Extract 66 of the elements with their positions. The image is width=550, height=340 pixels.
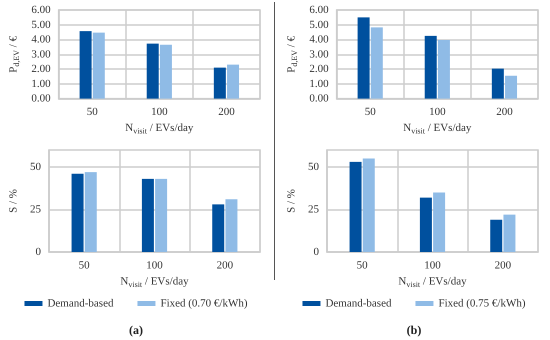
y-axis-title: Pd,EV / € <box>286 35 299 73</box>
bar <box>350 162 362 252</box>
y-tick-label: 5.00 <box>309 18 330 31</box>
y-tick-label: 5.00 <box>31 18 52 31</box>
bar <box>438 40 450 99</box>
y-tick-label: 25 <box>308 204 320 216</box>
y-axis-title: S / % <box>286 189 298 213</box>
bar <box>505 76 518 99</box>
bar <box>420 198 432 252</box>
legend-label: Fixed (0.70 €/kWh) <box>160 298 248 310</box>
bar <box>358 17 370 99</box>
bar <box>227 64 240 99</box>
x-tick-label: 50 <box>86 106 98 118</box>
legend-label: Fixed (0.75 €/kWh) <box>438 298 526 310</box>
bar <box>424 36 437 99</box>
bar <box>92 32 105 99</box>
legend-label: Demand-based <box>325 298 392 310</box>
y-axis-title: Pd,EV / € <box>8 35 21 73</box>
x-tick-label: 50 <box>364 106 376 118</box>
bar <box>490 220 502 252</box>
y-tick-label: 25 <box>30 204 42 216</box>
legend-label: Demand-based <box>47 298 114 310</box>
y-tick-label: 2.00 <box>31 63 52 76</box>
bar <box>160 44 172 99</box>
bar <box>84 172 97 252</box>
bar <box>72 174 84 252</box>
bar <box>225 199 238 252</box>
x-tick-label: 100 <box>146 260 164 272</box>
y-tick-label: 0.00 <box>31 92 52 105</box>
x-tick-label: 50 <box>78 260 90 272</box>
y-tick-label: 0 <box>314 246 320 258</box>
y-tick-label: 50 <box>308 161 320 173</box>
bar <box>492 68 504 99</box>
x-tick-label: 200 <box>216 260 234 272</box>
x-tick-label: 100 <box>151 106 168 118</box>
x-tick-label: 100 <box>429 106 446 118</box>
x-tick-label: 200 <box>496 106 514 118</box>
y-axis-title: S / % <box>8 189 20 213</box>
x-tick-label: 100 <box>424 260 442 272</box>
bar <box>212 204 224 252</box>
bar <box>370 27 383 99</box>
y-tick-label: 2.00 <box>309 63 330 76</box>
x-tick-label: 50 <box>356 260 368 272</box>
y-tick-label: 4.00 <box>31 34 52 46</box>
y-tick-label: 3.00 <box>31 48 52 60</box>
y-tick-label: 6.00 <box>31 4 52 16</box>
text: (b) <box>406 323 422 337</box>
bar <box>146 44 159 99</box>
y-tick-label: 4.00 <box>309 34 330 46</box>
y-tick-label: 50 <box>30 161 42 173</box>
text: (a) <box>129 323 144 337</box>
y-tick-label: 0 <box>36 246 42 258</box>
bar <box>155 178 168 252</box>
bar <box>362 158 375 252</box>
y-tick-label: 1.00 <box>309 78 330 90</box>
y-tick-label: 1.00 <box>31 78 52 90</box>
y-tick-label: 0.00 <box>309 92 330 105</box>
bar <box>433 192 446 252</box>
bar <box>503 214 516 252</box>
bar <box>142 178 154 252</box>
y-tick-label: 3.00 <box>309 48 330 60</box>
x-tick-label: 200 <box>494 260 512 272</box>
bar <box>214 68 226 99</box>
bar <box>80 31 92 99</box>
x-tick-label: 200 <box>218 106 236 118</box>
y-tick-label: 6.00 <box>309 4 330 16</box>
